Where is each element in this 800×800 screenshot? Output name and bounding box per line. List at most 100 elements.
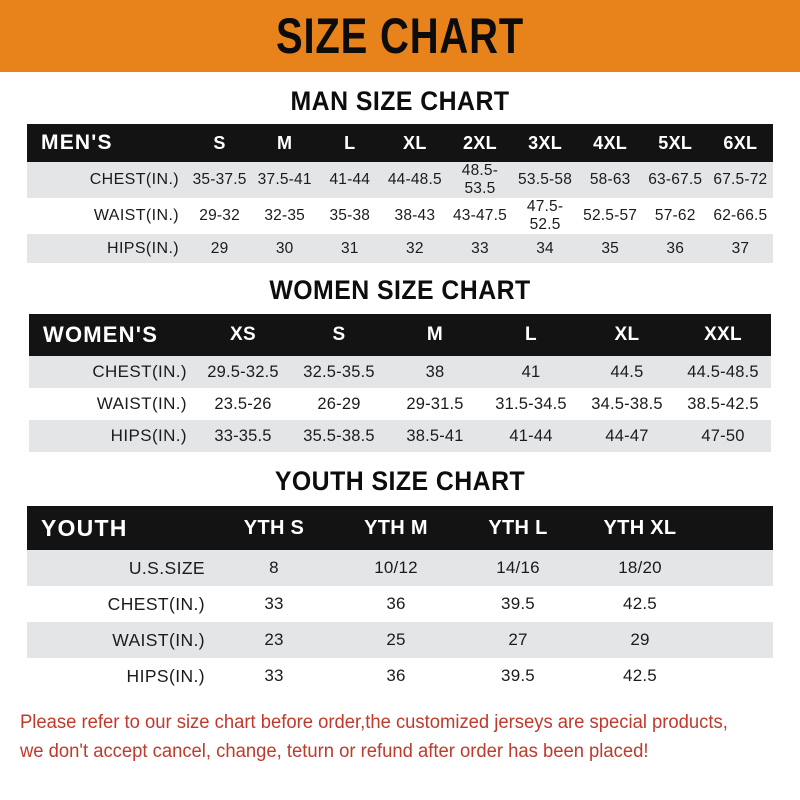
women-size-col-1: S bbox=[291, 314, 387, 356]
man-row-0-cell-8: 67.5-72 bbox=[707, 162, 773, 198]
man-size-col-5: 3XL bbox=[512, 124, 578, 162]
man-size-col-2: L bbox=[317, 124, 383, 162]
man-row-1-cell-7: 57-62 bbox=[642, 198, 708, 234]
youth-row-2-cell-3: 29 bbox=[579, 622, 701, 658]
youth-row-1-label: CHEST(IN.) bbox=[27, 586, 213, 622]
man-row-0-label: CHEST(IN.) bbox=[27, 162, 188, 198]
youth-row-3-cell-1: 36 bbox=[335, 658, 457, 694]
man-row-2-cell-8: 37 bbox=[707, 234, 773, 263]
table-row: HIPS(IN.) 33-35.5 35.5-38.5 38.5-41 41-4… bbox=[29, 420, 771, 452]
women-section-title: WOMEN SIZE CHART bbox=[269, 275, 531, 305]
man-row-1-cell-2: 35-38 bbox=[317, 198, 383, 234]
youth-row-1-cell-0: 33 bbox=[213, 586, 335, 622]
man-row-1-cell-5: 47.5-52.5 bbox=[512, 198, 578, 234]
table-row: WAIST(IN.) 29-32 32-35 35-38 38-43 43-47… bbox=[27, 198, 773, 234]
man-row-1-cell-3: 38-43 bbox=[382, 198, 448, 234]
women-size-col-2: M bbox=[387, 314, 483, 356]
man-row-1-label: WAIST(IN.) bbox=[27, 198, 188, 234]
women-row-1-cell-1: 26-29 bbox=[291, 388, 387, 420]
youth-size-col-1: YTH M bbox=[335, 506, 457, 550]
disclaimer-line-2: we don't accept cancel, change, teturn o… bbox=[20, 741, 649, 762]
youth-size-col-2: YTH L bbox=[457, 506, 579, 550]
man-size-col-4: 2XL bbox=[447, 124, 513, 162]
youth-row-3-label: HIPS(IN.) bbox=[27, 658, 213, 694]
youth-row-0-cell-2: 14/16 bbox=[457, 550, 579, 586]
man-row-2-cell-4: 33 bbox=[447, 234, 513, 263]
youth-size-table: YOUTH YTH S YTH M YTH L YTH XL U.S.SIZE … bbox=[27, 506, 773, 694]
youth-header-spacer bbox=[701, 506, 773, 550]
disclaimer-note: Please refer to our size chart before or… bbox=[20, 708, 757, 766]
man-row-0-cell-6: 58-63 bbox=[577, 162, 643, 198]
youth-row-0-spacer bbox=[701, 550, 773, 586]
youth-row-1-cell-3: 42.5 bbox=[579, 586, 701, 622]
man-size-col-7: 5XL bbox=[642, 124, 708, 162]
table-row: HIPS(IN.) 33 36 39.5 42.5 bbox=[27, 658, 773, 694]
man-row-0-cell-5: 53.5-58 bbox=[512, 162, 578, 198]
youth-header-label: YOUTH bbox=[27, 506, 213, 550]
man-row-2-cell-5: 34 bbox=[512, 234, 578, 263]
youth-row-3-cell-3: 42.5 bbox=[579, 658, 701, 694]
man-size-col-6: 4XL bbox=[577, 124, 643, 162]
women-row-1-cell-3: 31.5-34.5 bbox=[483, 388, 579, 420]
page-header-banner: SIZE CHART bbox=[0, 0, 800, 72]
women-row-2-cell-0: 33-35.5 bbox=[195, 420, 291, 452]
youth-row-1-cell-1: 36 bbox=[335, 586, 457, 622]
man-row-1-cell-8: 62-66.5 bbox=[707, 198, 773, 234]
women-size-col-0: XS bbox=[195, 314, 291, 356]
women-row-0-cell-1: 32.5-35.5 bbox=[291, 356, 387, 388]
man-section-title: MAN SIZE CHART bbox=[290, 86, 510, 116]
man-table-header-row: MEN'S S M L XL 2XL 3XL 4XL 5XL 6XL bbox=[27, 124, 773, 162]
youth-row-2-cell-1: 25 bbox=[335, 622, 457, 658]
youth-size-table-wrapper: YOUTH YTH S YTH M YTH L YTH XL U.S.SIZE … bbox=[27, 506, 773, 694]
man-size-col-1: M bbox=[252, 124, 318, 162]
man-row-1-cell-1: 32-35 bbox=[252, 198, 318, 234]
women-row-1-cell-4: 34.5-38.5 bbox=[579, 388, 675, 420]
man-row-2-cell-1: 30 bbox=[252, 234, 318, 263]
man-size-col-8: 6XL bbox=[707, 124, 773, 162]
women-size-col-5: XXL bbox=[675, 314, 771, 356]
man-row-2-cell-7: 36 bbox=[642, 234, 708, 263]
women-row-1-cell-0: 23.5-26 bbox=[195, 388, 291, 420]
man-row-0-cell-0: 35-37.5 bbox=[187, 162, 253, 198]
man-row-1-cell-4: 43-47.5 bbox=[447, 198, 513, 234]
youth-size-col-3: YTH XL bbox=[579, 506, 701, 550]
man-row-0-cell-3: 44-48.5 bbox=[382, 162, 448, 198]
table-row: WAIST(IN.) 23 25 27 29 bbox=[27, 622, 773, 658]
youth-row-1-spacer bbox=[701, 586, 773, 622]
man-header-label: MEN'S bbox=[27, 124, 188, 162]
women-row-0-label: CHEST(IN.) bbox=[29, 356, 195, 388]
women-size-table-wrapper: WOMEN'S XS S M L XL XXL CHEST(IN.) 29.5-… bbox=[29, 314, 771, 452]
women-row-1-label: WAIST(IN.) bbox=[29, 388, 195, 420]
youth-row-2-cell-2: 27 bbox=[457, 622, 579, 658]
youth-table-header-row: YOUTH YTH S YTH M YTH L YTH XL bbox=[27, 506, 773, 550]
man-size-col-3: XL bbox=[382, 124, 448, 162]
man-row-1-cell-6: 52.5-57 bbox=[577, 198, 643, 234]
women-row-2-cell-2: 38.5-41 bbox=[387, 420, 483, 452]
women-row-0-cell-2: 38 bbox=[387, 356, 483, 388]
table-row: U.S.SIZE 8 10/12 14/16 18/20 bbox=[27, 550, 773, 586]
table-row: CHEST(IN.) 33 36 39.5 42.5 bbox=[27, 586, 773, 622]
man-row-2-cell-6: 35 bbox=[577, 234, 643, 263]
man-row-2-cell-0: 29 bbox=[187, 234, 253, 263]
youth-row-3-spacer bbox=[701, 658, 773, 694]
women-row-2-cell-4: 44-47 bbox=[579, 420, 675, 452]
women-row-2-cell-3: 41-44 bbox=[483, 420, 579, 452]
women-header-label: WOMEN'S bbox=[29, 314, 195, 356]
man-row-0-cell-1: 37.5-41 bbox=[252, 162, 318, 198]
youth-row-3-cell-2: 39.5 bbox=[457, 658, 579, 694]
youth-row-2-label: WAIST(IN.) bbox=[27, 622, 213, 658]
page-title: SIZE CHART bbox=[276, 8, 524, 64]
women-row-1-cell-2: 29-31.5 bbox=[387, 388, 483, 420]
women-row-0-cell-0: 29.5-32.5 bbox=[195, 356, 291, 388]
man-row-2-label: HIPS(IN.) bbox=[27, 234, 188, 263]
man-row-1-cell-0: 29-32 bbox=[187, 198, 253, 234]
man-row-0-cell-4: 48.5-53.5 bbox=[447, 162, 513, 198]
women-table-header-row: WOMEN'S XS S M L XL XXL bbox=[29, 314, 771, 356]
women-row-2-label: HIPS(IN.) bbox=[29, 420, 195, 452]
women-row-0-cell-3: 41 bbox=[483, 356, 579, 388]
youth-row-2-spacer bbox=[701, 622, 773, 658]
youth-row-0-cell-3: 18/20 bbox=[579, 550, 701, 586]
man-size-col-0: S bbox=[187, 124, 253, 162]
youth-row-0-label: U.S.SIZE bbox=[27, 550, 213, 586]
women-size-col-3: L bbox=[483, 314, 579, 356]
